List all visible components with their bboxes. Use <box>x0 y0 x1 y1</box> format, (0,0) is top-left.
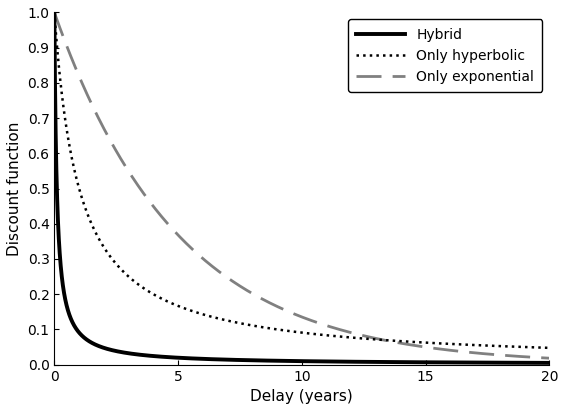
Only exponential <box>240 286 247 291</box>
Hybrid <box>546 360 553 365</box>
Only hyperbolic <box>51 10 58 15</box>
Only exponential <box>420 344 427 349</box>
Only exponential <box>458 349 464 354</box>
Only exponential <box>51 10 58 15</box>
Legend: Hybrid, Only hyperbolic, Only exponential: Hybrid, Only hyperbolic, Only exponentia… <box>348 19 542 92</box>
Hybrid <box>373 360 380 365</box>
Line: Only exponential: Only exponential <box>54 12 549 358</box>
Only hyperbolic <box>240 321 247 326</box>
Y-axis label: Discount function: Discount function <box>7 121 22 256</box>
Only exponential <box>546 356 553 361</box>
Only exponential <box>141 192 147 197</box>
Line: Only hyperbolic: Only hyperbolic <box>54 12 549 348</box>
Hybrid <box>458 360 464 365</box>
Only exponential <box>373 336 380 341</box>
Only hyperbolic <box>141 286 147 291</box>
Only hyperbolic <box>546 345 553 350</box>
X-axis label: Delay (years): Delay (years) <box>250 389 353 404</box>
Hybrid <box>51 10 58 15</box>
Line: Hybrid: Hybrid <box>54 12 549 363</box>
Hybrid <box>141 353 147 358</box>
Only hyperbolic <box>348 335 355 340</box>
Hybrid <box>348 359 355 364</box>
Only hyperbolic <box>373 337 380 342</box>
Only hyperbolic <box>420 340 427 345</box>
Hybrid <box>240 358 247 363</box>
Only exponential <box>348 330 355 335</box>
Hybrid <box>420 360 427 365</box>
Only hyperbolic <box>458 342 464 347</box>
